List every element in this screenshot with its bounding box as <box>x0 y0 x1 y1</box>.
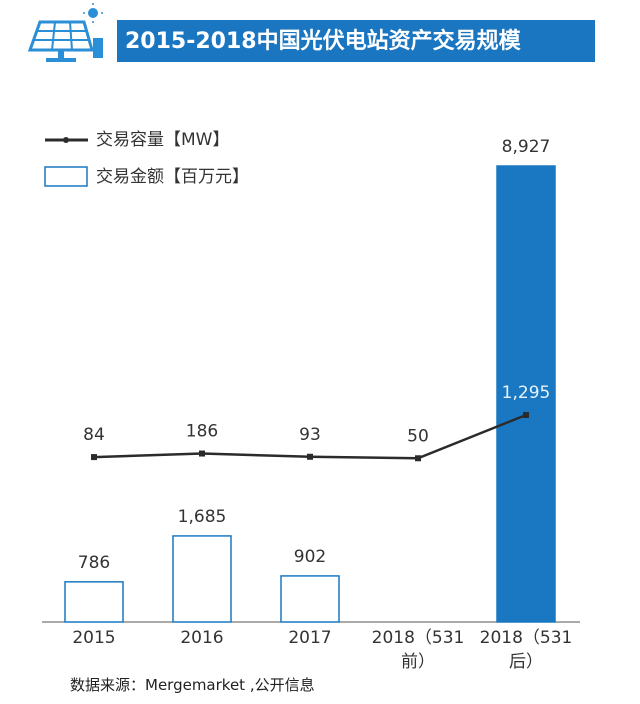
line-marker <box>91 454 97 461</box>
bar <box>496 165 556 623</box>
bar-label: 1,685 <box>178 507 227 527</box>
line-marker <box>415 455 421 462</box>
bar <box>64 581 124 623</box>
line-label: 186 <box>186 422 218 442</box>
x-tick-label: 2018（531前） <box>371 628 465 672</box>
bar-label: 786 <box>78 553 110 573</box>
line-label: 1,295 <box>502 383 551 403</box>
legend-box <box>44 166 88 187</box>
x-tick-label: 2015 <box>72 628 116 648</box>
chart-title: 2015-2018中国光伏电站资产交易规模 <box>125 28 522 54</box>
line-label: 50 <box>407 426 429 446</box>
bar <box>172 535 232 623</box>
x-tick-label: 2016 <box>180 628 224 648</box>
line-marker <box>199 450 205 457</box>
line-label: 93 <box>299 425 321 445</box>
legend-label: 交易容量【MW】 <box>96 130 229 150</box>
title-box <box>117 20 595 62</box>
legend-marker <box>63 137 69 143</box>
bar-label: 8,927 <box>502 137 551 157</box>
bar-label: 902 <box>294 547 326 567</box>
line-marker <box>523 412 529 418</box>
legend-label: 交易金额【百万元】 <box>96 167 249 187</box>
bar <box>280 575 340 623</box>
x-tick-label: 2018（531后） <box>479 628 573 672</box>
line-marker <box>307 453 313 460</box>
line-label: 84 <box>83 425 105 445</box>
x-tick-label: 2017 <box>288 628 332 648</box>
solar-icon <box>27 3 103 62</box>
source: 数据来源：Mergemarket ,公开信息 <box>70 676 315 694</box>
